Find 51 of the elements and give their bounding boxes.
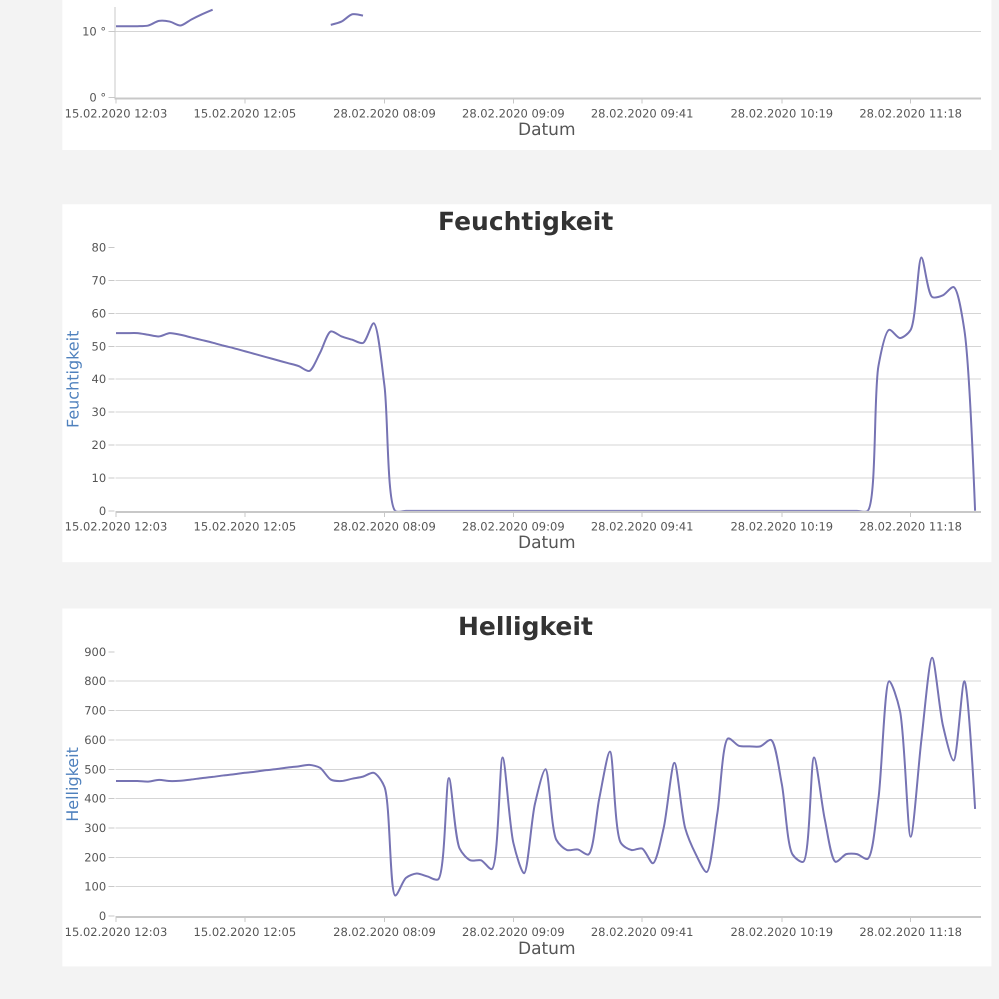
y-axis-title: Feuchtigkeit	[64, 330, 83, 428]
y-tick-label: 800	[84, 674, 106, 688]
line-series	[115, 656, 976, 897]
x-tick-label: 28.02.2020 11:18	[859, 520, 962, 534]
x-tick-label: 28.02.2020 08:09	[333, 520, 436, 534]
x-tick-label: 15.02.2020 12:05	[194, 106, 296, 121]
line-series	[115, 256, 976, 511]
y-tick-label: 100	[84, 880, 106, 894]
x-tick-label: 15.02.2020 12:03	[64, 106, 168, 121]
chart-title: Helligkeit	[458, 612, 593, 641]
y-tick-label: 200	[84, 850, 106, 864]
x-tick-label: 15.02.2020 12:03	[64, 520, 168, 534]
x-axis-title: Datum	[518, 533, 576, 553]
x-tick-label: 28.02.2020 11:18	[859, 106, 962, 121]
y-tick-label: 70	[92, 274, 106, 288]
y-tick-label: 0 °	[89, 90, 106, 105]
x-tick-label: 28.02.2020 09:41	[590, 520, 694, 534]
x-axis-title: Datum	[518, 939, 576, 959]
chart-title: Feuchtigkeit	[438, 207, 614, 236]
x-tick-label: 28.02.2020 09:41	[590, 106, 694, 121]
y-tick-label: 700	[84, 704, 106, 718]
x-tick-label: 28.02.2020 11:18	[859, 924, 962, 939]
y-tick-label: 10	[92, 470, 106, 485]
y-tick-label: 0	[98, 909, 106, 924]
x-tick-label: 15.02.2020 12:03	[64, 924, 168, 939]
y-tick-label: 40	[92, 372, 106, 386]
x-tick-label: 28.02.2020 09:09	[462, 106, 565, 121]
x-tick-label: 28.02.2020 09:09	[462, 520, 565, 534]
y-tick-label: 20	[92, 438, 106, 452]
x-tick-label: 28.02.2020 10:19	[730, 106, 834, 121]
y-tick-label: 500	[84, 762, 106, 776]
x-tick-label: 15.02.2020 12:05	[194, 924, 296, 939]
y-tick-label: 30	[92, 405, 106, 420]
y-tick-label: 300	[84, 821, 106, 836]
y-tick-label: 0	[98, 504, 106, 518]
y-tick-label: 10 °	[82, 24, 106, 39]
x-tick-label: 28.02.2020 08:09	[333, 106, 436, 121]
x-tick-label: 15.02.2020 12:05	[194, 520, 296, 534]
y-tick-label: 60	[92, 306, 106, 320]
x-tick-label: 28.02.2020 09:41	[590, 924, 694, 939]
y-tick-label: 80	[92, 240, 106, 255]
y-tick-label: 600	[84, 732, 106, 747]
y-tick-label: 400	[84, 792, 106, 806]
x-tick-label: 28.02.2020 10:19	[730, 924, 834, 939]
x-tick-label: 28.02.2020 08:09	[333, 924, 436, 939]
x-axis-title: Datum	[518, 120, 576, 140]
y-tick-label: 50	[92, 339, 106, 354]
x-tick-label: 28.02.2020 10:19	[730, 520, 834, 534]
y-tick-label: 900	[84, 644, 106, 659]
y-axis-title: Helligkeit	[62, 747, 82, 822]
x-tick-label: 28.02.2020 09:09	[462, 924, 565, 939]
